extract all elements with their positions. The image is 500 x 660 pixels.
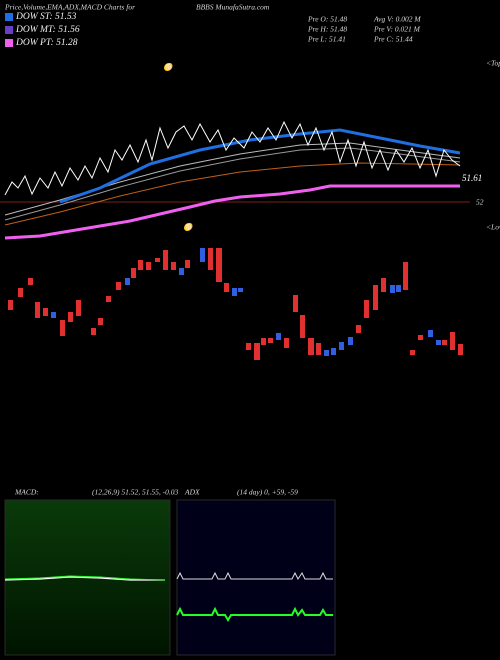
ema-orange — [4, 162, 461, 226]
price-label: 51.61 — [462, 173, 482, 183]
stat: Pre O: 51.48 — [307, 15, 347, 24]
ema-gray — [4, 142, 461, 216]
close-line — [4, 120, 461, 196]
tops-marker: <Tops — [486, 59, 500, 68]
legend: DOW ST: 51.53 DOW MT: 51.56 DOW PT: 51.28 — [5, 12, 80, 48]
site: BBBS MunafaSutra.com — [196, 3, 270, 12]
macd-signal — [4, 575, 166, 581]
adx-label: ADX — [184, 488, 200, 497]
pt-line — [4, 184, 460, 240]
title: Price,Volume,EMA,ADX,MACD Charts for — [4, 3, 135, 12]
macd-line — [4, 576, 165, 581]
stat: Pre V: 0.021 M — [373, 25, 421, 34]
stat: Pre H: 51.48 — [307, 25, 347, 34]
legend-label: DOW MT: 51.56 — [15, 25, 80, 35]
adx-minus — [176, 606, 333, 622]
legend-swatch — [5, 13, 13, 21]
icon: ♋ — [163, 63, 174, 72]
candles — [8, 248, 463, 360]
icon: ♋ — [183, 223, 194, 232]
ema-gray2 — [4, 147, 461, 221]
adx-plus — [176, 571, 333, 580]
stat: Pre L: 51.41 — [307, 35, 346, 44]
lows-marker: <Lows — [486, 223, 500, 232]
legend-label: DOW ST: 51.53 — [15, 12, 77, 22]
price-label: 52 — [476, 198, 484, 207]
macd-label: MACD: — [14, 488, 39, 497]
stat: Pre C: 51.44 — [373, 35, 413, 44]
macd-params: (12,26,9) 51.52, 51.55, -0.03 — [92, 488, 178, 497]
stat: Avg V: 0.002 M — [373, 15, 421, 24]
legend-swatch — [5, 26, 13, 34]
legend-swatch — [5, 39, 13, 47]
adx-params: (14 day) 0, +59, -59 — [237, 488, 298, 497]
st-line — [59, 128, 461, 204]
adx-panel — [176, 499, 336, 656]
legend-label: DOW PT: 51.28 — [15, 38, 78, 48]
